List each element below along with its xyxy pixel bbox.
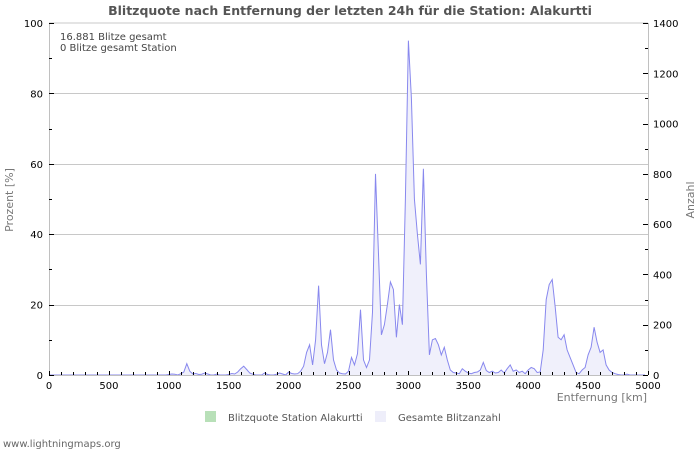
y-right-tick-label: 1200 xyxy=(653,69,678,80)
x-tick-label: 4000 xyxy=(515,381,540,392)
y-right-tick-label: 1000 xyxy=(653,120,678,131)
legend-swatch-station-rate xyxy=(205,411,216,422)
y-left-tick-label: 60 xyxy=(30,160,43,171)
footer-site-link[interactable]: www.lightningmaps.org xyxy=(3,439,121,450)
y-right-tick-label: 600 xyxy=(653,220,672,231)
y-left-tick-label: 20 xyxy=(30,301,43,312)
x-tick-label: 2000 xyxy=(276,381,301,392)
total-strokes-info: 16.881 Blitze gesamt xyxy=(60,32,167,43)
y-left-tick-label: 0 xyxy=(37,371,43,382)
bottom-axis-title: Entfernung [km] xyxy=(557,391,647,404)
x-tick-label: 5000 xyxy=(635,381,660,392)
y-right-tick-label: 800 xyxy=(653,170,672,181)
y-left-tick-label: 100 xyxy=(24,19,43,30)
y-right-tick-label: 0 xyxy=(653,371,659,382)
chart-title: Blitzquote nach Entfernung der letzten 2… xyxy=(108,3,592,18)
x-tick-label: 4500 xyxy=(575,381,600,392)
legend: Blitzquote Station Alakurtti Gesamte Bli… xyxy=(205,411,501,424)
y-right-tick-label: 1400 xyxy=(653,19,678,30)
x-tick-label: 2500 xyxy=(336,381,361,392)
right-axis-title: Anzahl xyxy=(684,181,697,218)
y-right-tick-label: 200 xyxy=(653,321,672,332)
legend-label-total-strokes: Gesamte Blitzanzahl xyxy=(398,413,501,424)
legend-label-station-rate: Blitzquote Station Alakurtti xyxy=(228,413,363,424)
left-axis-title: Prozent [%] xyxy=(3,168,16,232)
plot-area xyxy=(49,22,649,375)
gridlines xyxy=(49,93,648,306)
x-tick-label: 1000 xyxy=(156,381,181,392)
y-left-tick-label: 80 xyxy=(30,89,43,100)
x-tick-label: 3000 xyxy=(396,381,421,392)
y-left-axis-ticks: 0 20 40 60 80 100 xyxy=(24,19,54,382)
station-strokes-info: 0 Blitze gesamt Station xyxy=(60,43,177,54)
x-tick-label: 500 xyxy=(99,381,118,392)
y-right-tick-label: 400 xyxy=(653,270,672,281)
x-tick-label: 0 xyxy=(46,381,52,392)
x-axis-ticks: 0 500 1000 1500 2000 2500 3000 3500 4000 4500 5000 xyxy=(46,371,661,392)
legend-swatch-total-strokes xyxy=(375,411,386,422)
total-strokes-area xyxy=(49,40,645,375)
y-right-axis-ticks: 0 200 400 600 800 1000 1200 1400 xyxy=(643,19,678,382)
x-tick-label: 3500 xyxy=(456,381,481,392)
x-tick-label: 1500 xyxy=(216,381,241,392)
y-left-tick-label: 40 xyxy=(30,230,43,241)
